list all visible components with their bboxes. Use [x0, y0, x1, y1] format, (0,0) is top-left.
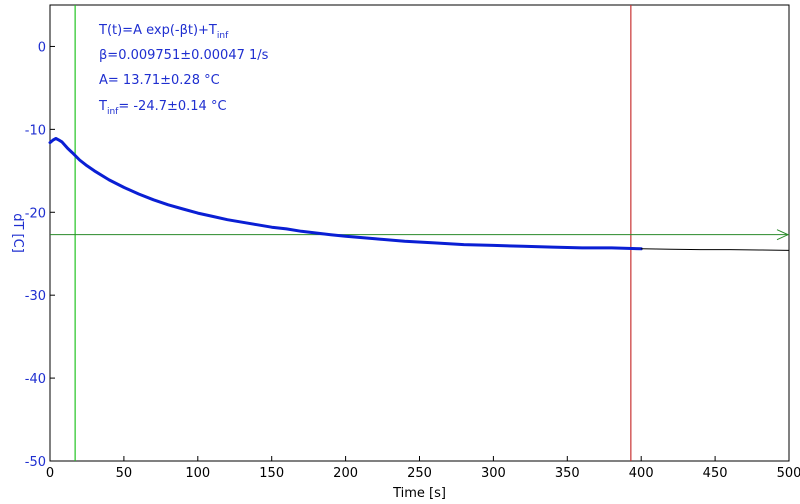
annotation-tinf-value: = -24.7±0.14 °C — [118, 99, 226, 114]
y-tick-label: -50 — [25, 455, 46, 470]
annotation-formula: T(t)=A exp(-βt)+Tinf — [98, 23, 229, 41]
x-tick-label: 350 — [555, 466, 580, 481]
x-tick-label: 150 — [259, 466, 284, 481]
x-tick-label: 400 — [629, 466, 654, 481]
y-tick-label: -30 — [25, 289, 46, 304]
x-tick-label: 500 — [777, 466, 800, 481]
y-tick-label: -10 — [25, 123, 46, 138]
annotation-tinf-sub: inf — [107, 107, 119, 117]
annotation-a: A= 13.71±0.28 °C — [99, 73, 220, 88]
x-tick-label: 50 — [116, 466, 133, 481]
measured-series-line — [48, 137, 643, 251]
x-tick-label: 450 — [703, 466, 728, 481]
x-tick-label: 250 — [407, 466, 432, 481]
series — [48, 137, 790, 251]
y-axis-ticks: 0 -10 -20 -30 -40 -50 — [25, 40, 55, 470]
annotation-beta: β=0.009751±0.00047 1/s — [99, 48, 269, 63]
x-tick-label: 300 — [481, 466, 506, 481]
x-tick-label: 100 — [185, 466, 210, 481]
y-tick-label: -40 — [25, 372, 46, 387]
annotation-formula-sub: inf — [217, 31, 229, 41]
fit-annotation: T(t)=A exp(-βt)+Tinf β=0.009751±0.00047 … — [98, 23, 269, 117]
x-tick-label: 200 — [333, 466, 358, 481]
annotation-tinf-main: T — [98, 99, 107, 114]
x-axis-label: Time [s] — [392, 486, 446, 501]
asymptote-arrow — [776, 229, 790, 241]
annotation-formula-main: T(t)=A exp(-βt)+T — [98, 23, 217, 38]
y-tick-label: -20 — [25, 206, 46, 221]
x-tick-label: 0 — [46, 466, 54, 481]
fit-series-line — [640, 248, 790, 251]
y-axis-label: dT [C] — [10, 213, 25, 253]
annotation-tinf: Tinf= -24.7±0.14 °C — [98, 99, 227, 117]
markers — [50, 5, 790, 461]
y-tick-label: 0 — [38, 40, 46, 55]
x-axis-ticks: 0 50 100 150 200 250 300 350 400 450 500 — [46, 456, 800, 481]
